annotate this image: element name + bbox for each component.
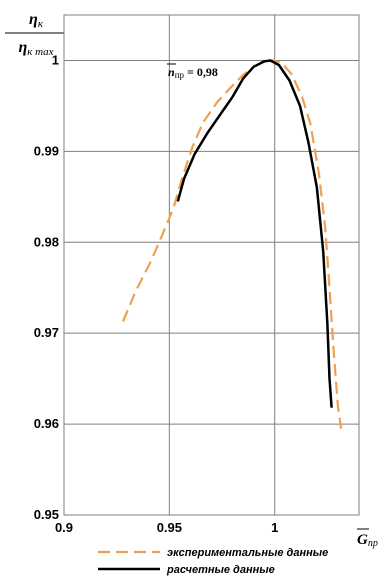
- series-line-calculated: [176, 59, 333, 408]
- series-line-experimental: [121, 59, 343, 429]
- y-tick-label: 0.97: [34, 325, 59, 340]
- y-axis-title-numerator: η: [29, 11, 38, 28]
- series-layer: [121, 59, 343, 429]
- y-tick-label: 0.95: [34, 507, 59, 522]
- legend-label-experimental: экспериментальные данные: [167, 547, 328, 559]
- annotation-main: n: [168, 65, 175, 79]
- y-tick-label: 0.96: [34, 416, 59, 431]
- x-axis-title-main: G: [357, 532, 368, 548]
- x-tick-label: 0.9: [55, 520, 73, 535]
- annotation-value: = 0,98: [184, 65, 218, 79]
- legend-item-calculated: расчетные данные: [98, 564, 275, 576]
- y-axis-title: ηк ηк max: [5, 11, 64, 58]
- legend: экспериментальные данные расчетные данны…: [98, 547, 328, 576]
- annotation-n-pr: nпр = 0,98: [167, 63, 218, 80]
- y-axis-title-denominator-sub: к max: [27, 46, 53, 58]
- grid-lines: [64, 15, 359, 515]
- y-tick-label: 0.99: [34, 143, 59, 158]
- plot-area-border: [63, 14, 360, 516]
- y-axis-title-numerator-sub: к: [38, 18, 44, 30]
- svg-text:nпр = 0,98: nпр = 0,98: [168, 65, 218, 80]
- annotation-sub: пр: [175, 70, 185, 80]
- legend-item-experimental: экспериментальные данные: [98, 547, 328, 559]
- y-tick-label: 0.98: [34, 234, 59, 249]
- y-tick-label: 1: [52, 52, 59, 67]
- svg-text:ηк max: ηк max: [18, 39, 53, 58]
- x-axis-title: Gпр: [357, 528, 378, 549]
- y-axis-title-denominator: η: [18, 39, 27, 56]
- x-tick-label: 0.95: [157, 520, 182, 535]
- svg-text:ηк: ηк: [29, 11, 44, 30]
- x-tick-label: 1: [271, 520, 278, 535]
- legend-label-calculated: расчетные данные: [166, 564, 275, 576]
- svg-text:Gпр: Gпр: [357, 532, 378, 549]
- x-axis-title-sub: пр: [368, 538, 378, 549]
